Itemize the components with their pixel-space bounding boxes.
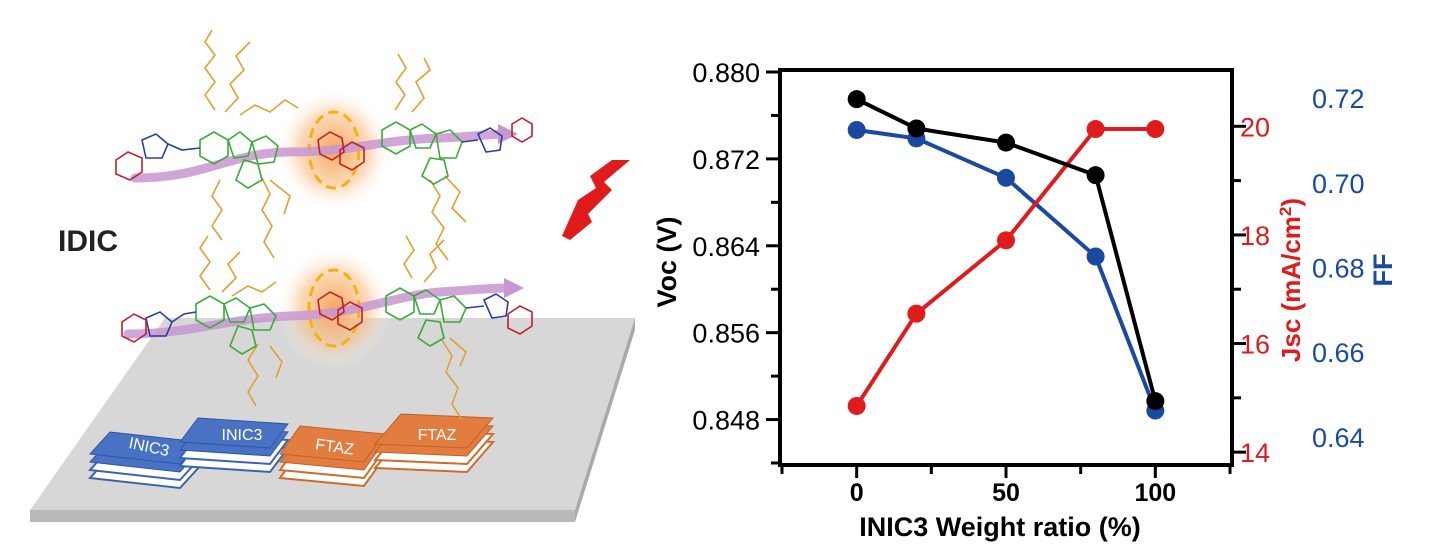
voc-tick-label: 0.856 [692, 319, 760, 349]
molecule-label: IDIC [58, 225, 118, 258]
stack-label: FTAZ [418, 427, 457, 444]
molecule-chain-top [115, 29, 533, 261]
x-axis-label: INIC3 Weight ratio (%) [859, 512, 1141, 542]
ftaz-stack-1: FTAZ [278, 425, 386, 488]
chart-frame [778, 68, 1234, 467]
stack-label: FTAZ [314, 436, 355, 458]
ff-data-point [847, 120, 866, 139]
jsc-data-point [1146, 120, 1165, 139]
inic3-stack-2: INIC3 [178, 417, 290, 474]
ff-axis: 0.72 0.70 0.68 0.66 0.64 [1312, 84, 1365, 453]
plot-area-border [778, 68, 1234, 467]
voc-tick-label: 0.880 [692, 58, 760, 88]
molecule-chain-bottom [121, 235, 533, 421]
voc-data-point [847, 90, 866, 109]
voc-data-point [1146, 392, 1165, 411]
voc-tick-label: 0.872 [692, 145, 760, 175]
lightning-icon [562, 160, 630, 240]
ff-tick-label: 0.64 [1312, 423, 1365, 453]
schematic-illustration: INIC3 INIC3 FTAZ FTAZ IDIC [30, 29, 635, 522]
jsc-data-point [1086, 120, 1105, 139]
jsc-tick-label: 16 [1240, 330, 1270, 360]
voc-axis: 0.880 0.872 0.864 0.856 0.848 [692, 58, 778, 465]
jsc-axis: 20 18 16 14 [1234, 112, 1270, 468]
ff-tick-label: 0.70 [1312, 169, 1365, 199]
ftaz-stack-2: FTAZ [372, 413, 496, 474]
inic3-stack-1: INIC3 [87, 431, 203, 490]
jsc-data-point [847, 396, 866, 415]
stack-label: INIC3 [222, 427, 263, 444]
jsc-tick-label: 14 [1240, 438, 1270, 468]
x-axis: 0 50 100 [780, 467, 1232, 507]
x-tick-label: 100 [1134, 479, 1176, 507]
x-tick-label: 50 [992, 479, 1020, 507]
line-chart: 0 50 100 0.880 0.872 0.864 0.856 0.848 20 18 16 1… [652, 58, 1398, 542]
ff-tick-label: 0.72 [1312, 84, 1365, 114]
voc-axis-label: Voc (V) [652, 216, 682, 307]
jsc-axis-label: Jsc (mA/cm2) [1276, 198, 1307, 362]
jsc-axis-label-end: ) [1276, 198, 1306, 207]
stack-group: INIC3 INIC3 FTAZ FTAZ [87, 413, 496, 490]
ff-axis-label: FF [1368, 254, 1398, 287]
jsc-tick-label: 20 [1240, 112, 1270, 142]
ff-tick-label: 0.68 [1312, 254, 1365, 284]
jsc-tick-label: 18 [1240, 221, 1270, 251]
voc-tick-label: 0.848 [692, 406, 760, 436]
series-layer [847, 90, 1165, 420]
voc-data-point [907, 119, 926, 138]
x-tick-label: 0 [850, 479, 864, 507]
ff-data-point [997, 168, 1015, 187]
voc-data-point [997, 133, 1015, 152]
voc-data-point [1086, 166, 1105, 185]
jsc-data-point [907, 304, 926, 323]
voc-tick-label: 0.864 [692, 232, 760, 262]
ff-tick-label: 0.66 [1312, 338, 1365, 368]
jsc-axis-label-main: Jsc (mA/cm [1276, 216, 1306, 362]
jsc-axis-label-sup: 2 [1276, 207, 1295, 216]
jsc-data-point [997, 231, 1015, 250]
ff-data-point [1086, 247, 1105, 266]
